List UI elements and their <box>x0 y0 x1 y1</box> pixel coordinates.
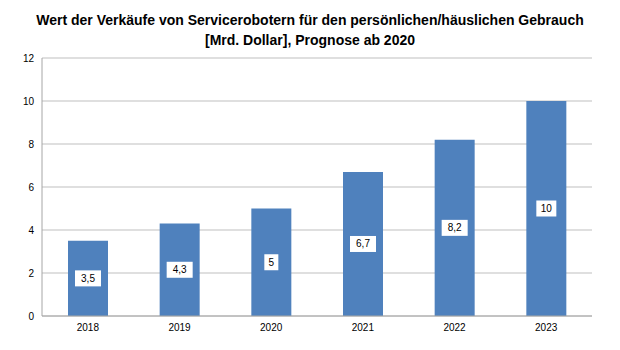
svg-text:10: 10 <box>541 203 553 214</box>
svg-text:0: 0 <box>28 311 34 322</box>
svg-text:2020: 2020 <box>260 322 283 333</box>
svg-text:6,7: 6,7 <box>356 238 370 249</box>
svg-text:2022: 2022 <box>443 322 466 333</box>
svg-text:4,3: 4,3 <box>173 264 187 275</box>
svg-text:6: 6 <box>28 182 34 193</box>
svg-text:8,2: 8,2 <box>448 222 462 233</box>
svg-text:2019: 2019 <box>168 322 191 333</box>
svg-text:12: 12 <box>23 53 35 64</box>
svg-text:10: 10 <box>23 96 35 107</box>
svg-text:2018: 2018 <box>77 322 100 333</box>
svg-text:4: 4 <box>28 225 34 236</box>
html-text:Wert der Verkäufe von Servicer: Wert der Verkäufe von Servicerobotern fü… <box>36 12 584 48</box>
svg-text:3,5: 3,5 <box>81 273 95 284</box>
svg-text:2021: 2021 <box>352 322 375 333</box>
svg-text:2023: 2023 <box>535 322 558 333</box>
svg-text:2: 2 <box>28 268 34 279</box>
svg-text:5: 5 <box>269 257 275 268</box>
svg-text:8: 8 <box>28 139 34 150</box>
